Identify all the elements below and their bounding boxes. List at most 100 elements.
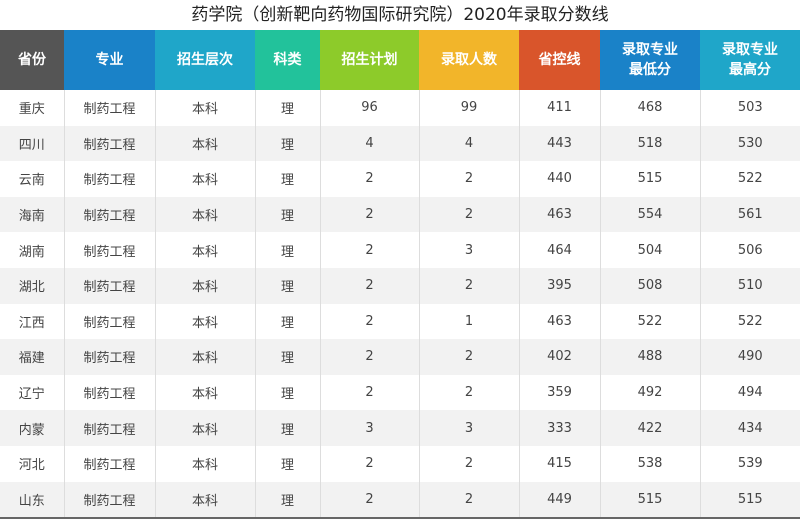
table-cell: 制药工程 — [63, 481, 155, 519]
table-cell: 488 — [599, 339, 700, 375]
table-cell: 4 — [319, 125, 419, 162]
table-cell: 522 — [699, 303, 800, 340]
table-cell: 福建 — [0, 339, 64, 375]
table-cell: 518 — [599, 125, 700, 162]
table-cell: 415 — [518, 445, 600, 482]
table-cell: 522 — [699, 161, 800, 197]
table-cell: 504 — [599, 232, 700, 268]
table-cell: 云南 — [18, 173, 45, 189]
table-cell: 359 — [518, 374, 600, 411]
table-cell: 3 — [319, 410, 419, 446]
column-header: 招生层次 — [155, 30, 255, 90]
table-cell: 湖北 — [0, 267, 64, 304]
table-cell: 434 — [699, 410, 800, 446]
table-cell: 制药工程 — [63, 374, 155, 411]
table-cell: 重庆 — [18, 102, 45, 118]
column-header: 录取人数 — [419, 30, 519, 90]
table-cell: 2 — [418, 161, 519, 197]
table-cell: 492 — [599, 374, 700, 411]
table-cell: 2 — [319, 232, 419, 268]
table-cell: 理 — [254, 267, 320, 304]
column-header: 专业 — [64, 30, 155, 90]
table-cell: 2 — [319, 339, 419, 375]
table-cell: 1 — [418, 303, 519, 340]
table-cell: 制药工程 — [63, 90, 155, 126]
table-cell: 510 — [699, 267, 800, 304]
table-cell: 2 — [319, 267, 419, 304]
table-cell: 理 — [254, 303, 320, 340]
column-header: 科类 — [255, 30, 320, 90]
table-cell: 理 — [254, 339, 320, 375]
column-header: 省份 — [0, 30, 64, 90]
table-cell: 内蒙 — [0, 410, 64, 446]
table-cell: 494 — [699, 374, 800, 411]
table-cell: 468 — [599, 90, 700, 126]
table-cell: 制药工程 — [63, 410, 155, 446]
table-row: 四川 制药工程 本科理 4 4 443 518 530 — [0, 125, 800, 162]
table-cell: 2 — [319, 196, 419, 233]
table-cell: 制药工程 — [63, 267, 155, 304]
table-cell: 2 — [418, 196, 519, 233]
table-cell: 辽宁 — [18, 387, 45, 403]
table-cell: 515 — [599, 481, 700, 519]
table-row: 江西 制药工程 本科理 2 1 463 522 522 — [0, 303, 800, 340]
table-cell: 本科 — [154, 161, 255, 197]
table-cell: 463 — [518, 303, 600, 340]
table-row: 河北 制药工程 本科理 2 2 415 538 539 — [0, 445, 800, 482]
table-cell: 制药工程 — [63, 232, 155, 268]
table-cell: 530 — [699, 125, 800, 162]
table-cell: 508 — [599, 267, 700, 304]
table-row: 海南 制药工程 本科理 2 2 463 554 561 — [0, 196, 800, 233]
table-cell: 554 — [599, 196, 700, 233]
table-cell: 河北 — [18, 458, 45, 474]
table-cell: 理 — [254, 125, 320, 162]
table-cell: 理 — [254, 410, 320, 446]
table-cell: 3 — [418, 232, 519, 268]
table-cell: 2 — [319, 303, 419, 340]
table-cell: 2 — [418, 374, 519, 411]
table-cell: 制药工程 — [63, 303, 155, 340]
table-cell: 440 — [518, 161, 600, 197]
table-cell: 463 — [518, 196, 600, 233]
table-cell: 490 — [699, 339, 800, 375]
table-cell: 4 — [418, 125, 519, 162]
table-cell: 2 — [418, 339, 519, 375]
table-cell: 443 — [518, 125, 600, 162]
table-cell: 449 — [518, 481, 600, 519]
table-row: 山东 制药工程 本科理 2 2 449 515 515 — [0, 481, 800, 519]
table-cell: 539 — [699, 445, 800, 482]
table-cell: 本科 — [154, 125, 255, 162]
table-cell: 理 — [254, 445, 320, 482]
table-cell: 本科 — [154, 481, 255, 519]
table-cell: 411 — [518, 90, 600, 126]
column-header: 招生计划 — [320, 30, 419, 90]
table-cell: 本科 — [154, 445, 255, 482]
table-row: 辽宁 制药工程 本科理 2 2 359 492 494 — [0, 374, 800, 411]
table-cell: 海南 — [0, 196, 64, 233]
table-cell: 本科 — [154, 267, 255, 304]
table-cell: 2 — [319, 161, 419, 197]
table-cell: 山东 — [0, 481, 64, 519]
table-cell: 515 — [599, 161, 700, 197]
table-cell: 制药工程 — [63, 125, 155, 162]
table-cell: 理 — [254, 90, 320, 126]
column-header: 录取专业 最高分 — [700, 30, 800, 90]
table-cell: 制药工程 — [63, 445, 155, 482]
table-row: 湖北 制药工程 本科理 2 2 395 508 510 — [0, 267, 800, 304]
table-cell: 本科 — [154, 232, 255, 268]
table-cell: 464 — [518, 232, 600, 268]
table-row: 内蒙 制药工程 本科理 3 3 333 422 434 — [0, 410, 800, 446]
table-cell: 制药工程 — [63, 161, 155, 197]
table-cell: 江西 — [18, 315, 45, 331]
table-row: 重庆 制药工程 本科理 96 99 411 468 503 — [0, 90, 800, 126]
table-cell: 99 — [418, 90, 519, 126]
table-cell: 湖南 — [18, 244, 45, 260]
table-cell: 本科 — [154, 410, 255, 446]
table-cell: 561 — [699, 196, 800, 233]
table-cell: 本科 — [154, 374, 255, 411]
table-cell: 2 — [418, 267, 519, 304]
table-cell: 制药工程 — [63, 196, 155, 233]
table-cell: 538 — [599, 445, 700, 482]
table-cell: 522 — [599, 303, 700, 340]
table-cell: 402 — [518, 339, 600, 375]
